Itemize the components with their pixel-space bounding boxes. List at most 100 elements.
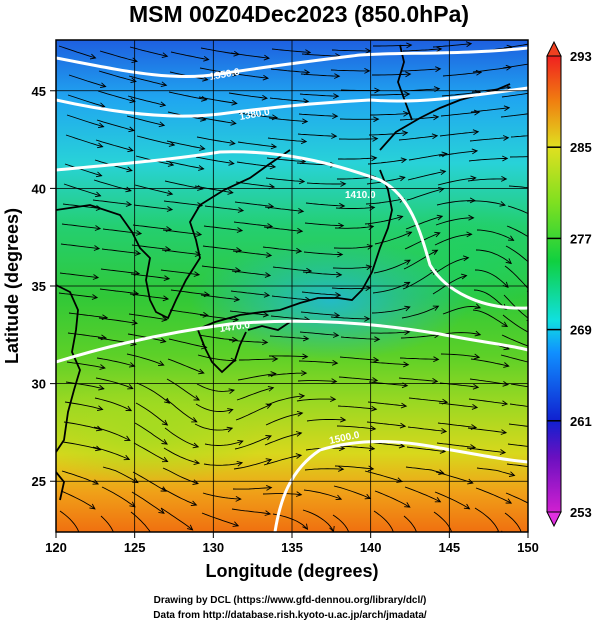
streamline [500, 113, 528, 118]
streamline [100, 268, 140, 275]
streamline [263, 226, 303, 232]
streamline [228, 92, 268, 99]
streamline-arrowhead [158, 121, 166, 128]
streamline-arrowhead [127, 146, 134, 153]
streamline [160, 269, 200, 276]
streamline [93, 179, 132, 192]
contour-1380 [56, 86, 528, 118]
streamline [474, 269, 509, 288]
streamline [467, 178, 507, 182]
streamline [127, 95, 166, 106]
streamline-arrowhead [263, 292, 271, 298]
streamline-arrowhead [471, 404, 479, 410]
streamline-arrowhead [227, 189, 234, 195]
streamline-arrowhead [295, 491, 303, 497]
streamline-arrowhead [124, 435, 131, 441]
x-axis: 120 125 130 135 140 145 150 [45, 532, 539, 555]
streamline [440, 111, 480, 117]
streamline-arrowhead [508, 471, 516, 477]
streamline-arrowhead [532, 346, 538, 351]
streamline [401, 305, 439, 319]
streamline [269, 335, 309, 340]
streamline [204, 205, 244, 212]
streamline-arrowhead [542, 426, 547, 431]
streamline [467, 427, 507, 434]
streamline-arrowhead [191, 417, 198, 423]
streamline [170, 289, 210, 296]
streamline-arrowhead [500, 429, 508, 435]
streamline-arrowhead [98, 122, 105, 129]
streamline-arrowhead [192, 442, 200, 449]
streamline [132, 224, 172, 231]
colorbar-body [546, 55, 562, 513]
streamline-arrowhead [400, 157, 408, 164]
streamline-arrowhead [431, 249, 439, 255]
streamline-arrowhead [79, 536, 84, 542]
streamline [263, 454, 302, 466]
contour-1500 [273, 440, 528, 532]
streamline-arrowhead [302, 335, 310, 342]
streamline [236, 387, 274, 401]
streamline-arrowhead [399, 422, 407, 429]
streamline-arrowhead [228, 388, 236, 394]
streamline [271, 295, 311, 301]
streamline [439, 131, 479, 137]
streamline [441, 332, 481, 336]
streamline-arrowhead [295, 247, 303, 254]
streamline [239, 358, 278, 361]
streamline-arrowhead [296, 227, 304, 234]
streamline-arrowhead [92, 274, 100, 280]
x-tick-label: 140 [360, 540, 382, 555]
streamline [58, 45, 96, 59]
streamline-arrowhead [366, 244, 374, 250]
streamline-arrowhead [132, 477, 139, 484]
streamline [441, 91, 481, 97]
streamline [468, 398, 508, 405]
streamline-arrowhead [135, 230, 143, 236]
streamline [504, 512, 522, 532]
streamline-arrowhead [502, 381, 510, 387]
kyushu-coast [197, 329, 247, 374]
streamline-arrowhead [337, 251, 344, 258]
streamline [476, 229, 514, 241]
streamline [65, 134, 103, 148]
streamline-arrowhead [475, 69, 483, 76]
warm-anomaly-south [56, 375, 270, 485]
streamline [163, 200, 203, 207]
streamline-arrowhead [95, 425, 103, 432]
streamline-arrowhead [507, 235, 515, 241]
streamline-arrowhead [302, 353, 309, 360]
colorbar-top-arrow [546, 40, 562, 57]
streamline [201, 512, 239, 527]
streamline [438, 150, 478, 157]
streamline-arrowhead [160, 81, 168, 88]
streamline [338, 157, 377, 160]
streamline [506, 463, 528, 467]
streamline [298, 113, 338, 117]
streamline [160, 507, 193, 531]
streamline-arrowhead [335, 494, 343, 501]
streamline-arrowhead [333, 93, 340, 100]
streamline-arrowhead [94, 191, 102, 198]
streamline [367, 159, 407, 165]
streamline-arrowhead [296, 410, 304, 417]
streamline-arrowhead [400, 402, 408, 409]
streamline [203, 225, 243, 232]
streamline [99, 50, 138, 62]
streamline [203, 462, 243, 466]
streamline [232, 487, 272, 490]
streamline-arrowhead [262, 339, 269, 346]
streamline [264, 206, 304, 212]
streamline-arrowhead [367, 465, 375, 472]
streamline-arrowhead [198, 165, 205, 171]
streamline [197, 116, 236, 124]
streamline [266, 157, 306, 163]
streamline [432, 43, 472, 48]
streamline [63, 421, 102, 431]
contour-label-1350: 1350.0 [209, 67, 241, 83]
streamline-arrowhead [404, 502, 411, 508]
streamline [398, 377, 438, 382]
streamlines [58, 41, 547, 542]
streamline-arrowhead [472, 383, 480, 390]
streamline [306, 182, 346, 185]
